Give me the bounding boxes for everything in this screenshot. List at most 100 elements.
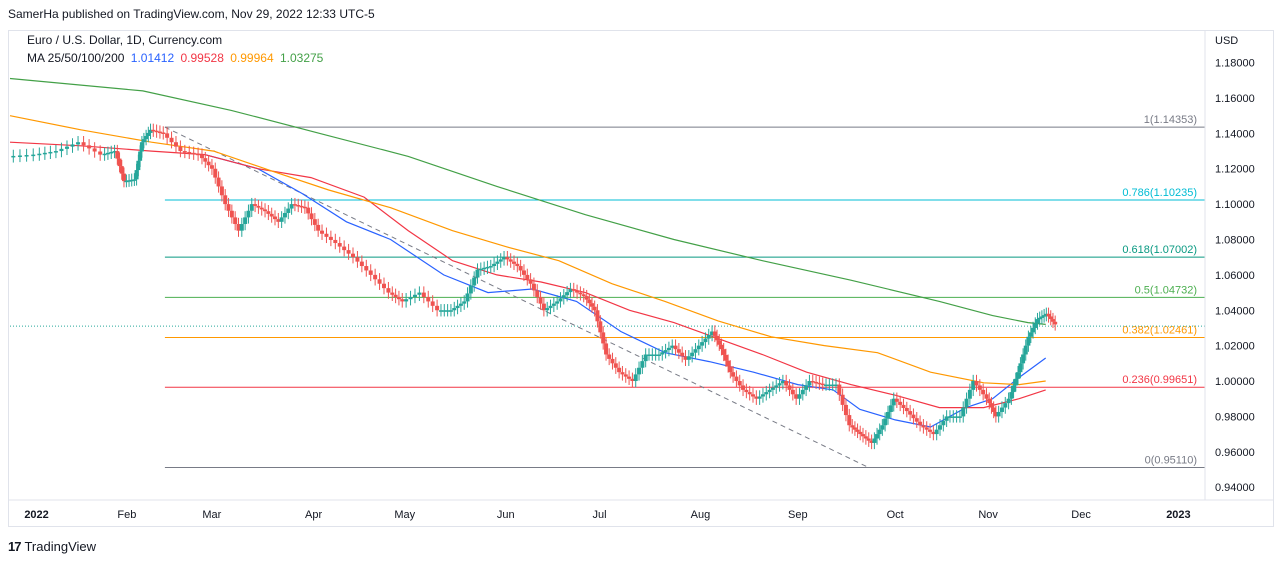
candle-body [921,425,926,428]
candle-body [751,394,756,397]
candle-body [236,224,241,231]
candle-body [571,289,576,291]
candle-body [373,274,378,280]
tradingview-footer[interactable]: 17 TradingView [8,539,96,554]
ma-legend[interactable]: MA 25/50/100/200 1.01412 0.99528 0.99964… [27,51,326,65]
candle-body [386,288,391,293]
candle-body [306,207,311,214]
candle-body [590,303,595,307]
candle-body [598,321,603,333]
candle-body [623,374,628,377]
x-tick-label: Nov [978,509,998,521]
ma-100-value: 0.99964 [230,51,274,65]
candle-body [127,180,132,182]
candle-body [993,411,998,417]
candle-body [400,299,405,302]
candle-body [337,243,342,247]
candle-body [810,381,815,383]
candle-body [741,385,746,390]
candle-body [421,292,426,297]
candle-body [843,404,848,416]
symbol-title[interactable]: Euro / U.S. Dollar, 1D, Currency.com [27,33,223,47]
candle-body [555,301,560,304]
candle-body [974,381,979,386]
candle-body [866,438,871,441]
candle-body [780,381,785,384]
fib-level-label: 0.5(1.04732) [1135,284,1197,296]
candle-body [904,407,909,412]
candle-body [59,148,64,152]
candle-body [1018,363,1023,373]
candle-body [581,294,586,297]
candle-body [824,384,829,387]
candle-body [790,389,795,395]
candle-body [396,296,401,300]
candle-body [888,405,893,412]
candle-body [710,331,715,336]
candle-body [445,310,450,312]
candle-body [276,219,281,222]
candle-body [1048,316,1053,320]
candle-body [430,301,435,306]
candle-body [643,354,648,362]
candle-body [355,257,360,262]
fib-level-label: 0.236(0.99651) [1122,374,1197,386]
candle-body [1003,403,1008,408]
candle-body [578,292,583,295]
candle-body [87,145,92,149]
x-tick-label: May [394,509,415,521]
x-tick-label: Aug [691,509,711,521]
fib-level-label: 0.382(1.02461) [1122,324,1197,336]
candle-body [239,224,244,231]
candle-body [256,205,261,208]
candle-body [700,342,705,346]
candle-body [928,429,933,432]
candle-body [299,205,304,208]
candle-body [837,384,842,395]
candle-body [31,154,36,157]
axes[interactable]: USD 1.18000 1.16000 1.14000 1.12000 1.10000 1.… [9,31,1273,521]
candle-body [807,381,812,386]
candle-body [139,142,144,152]
candle-body [934,429,939,435]
candle-body [712,331,717,336]
tradingview-logo-icon: 17 [8,539,22,554]
candle-body [187,151,192,154]
candle-body [521,270,526,275]
candle-body [607,354,612,359]
fibonacci-retracement[interactable]: 1(1.14353) 0.786(1.10235) 0.618(1.07002) 0.… [10,114,1205,469]
candle-body [154,130,159,133]
candle-body [328,236,333,240]
candle-body [390,292,395,295]
y-tick-label: 1.14000 [1215,128,1255,140]
candle-body [53,151,58,153]
candle-body [951,416,956,418]
candle-body [1037,317,1042,320]
candle-body [1042,315,1047,317]
candle-body [144,136,149,140]
candle-body [81,142,86,146]
candle-body [630,378,635,382]
candle-body [342,246,347,251]
candle-body [209,165,214,169]
candle-body [458,303,463,306]
trend-line [164,126,869,468]
candle-body [548,305,553,309]
candle-body [229,210,234,218]
candle-body [246,210,251,218]
candle-body [286,208,291,213]
candle-body [359,261,364,267]
publisher-line: SamerHa published on TradingView.com, No… [8,7,375,21]
candle-body [1053,321,1058,325]
candle-body [333,239,338,244]
candle-body [364,266,369,271]
candle-body [478,268,483,271]
candle-body [266,211,271,214]
candle-body [653,354,658,356]
candle-body [696,345,701,350]
candle-body [961,407,966,417]
trend-line-layer[interactable] [164,126,869,468]
candle-body [312,219,317,225]
candle-body [757,396,762,399]
